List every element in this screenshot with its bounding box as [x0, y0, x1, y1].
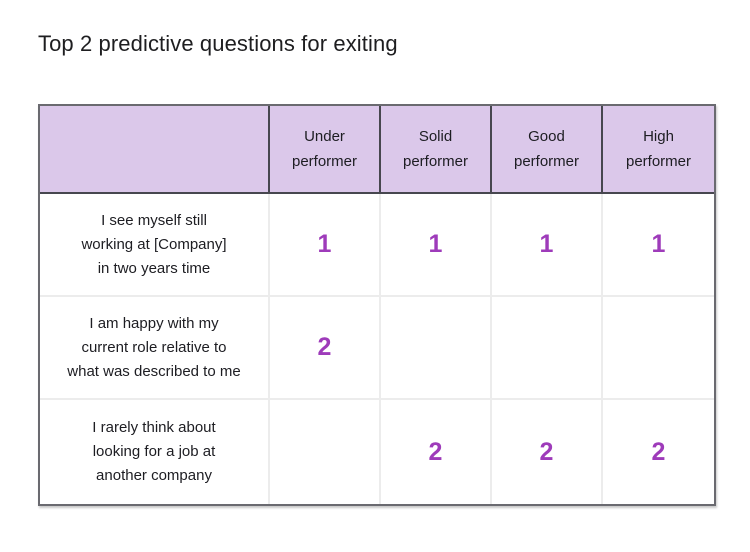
rank-cell: 1 — [381, 194, 492, 297]
column-header-solid-performer: Solid performer — [381, 106, 492, 194]
rank-cell: 2 — [270, 297, 381, 400]
rank-cell — [492, 297, 603, 400]
rank-cell — [603, 297, 714, 400]
header-corner-cell — [40, 106, 270, 194]
rank-cell: 2 — [381, 400, 492, 504]
question-label: I rarely think about looking for a job a… — [40, 400, 270, 504]
question-label: I am happy with my current role relative… — [40, 297, 270, 400]
rank-cell: 2 — [651, 437, 666, 466]
column-header-under-performer: Under performer — [270, 106, 381, 194]
rank-cell — [270, 400, 381, 504]
rank-cell: 1 — [492, 194, 603, 297]
predictive-questions-table: Under performer Solid performer Good per… — [38, 104, 716, 506]
rank-cell: 1 — [603, 194, 714, 297]
column-header-good-performer: Good performer — [492, 106, 603, 194]
rank-cell: 1 — [270, 194, 381, 297]
page-title: Top 2 predictive questions for exiting — [38, 31, 398, 56]
rank-cell — [381, 297, 492, 400]
column-header-high-performer: High performer — [603, 106, 714, 194]
rank-cell: 2 — [492, 400, 603, 504]
question-label: I see myself still working at [Company] … — [40, 194, 270, 297]
